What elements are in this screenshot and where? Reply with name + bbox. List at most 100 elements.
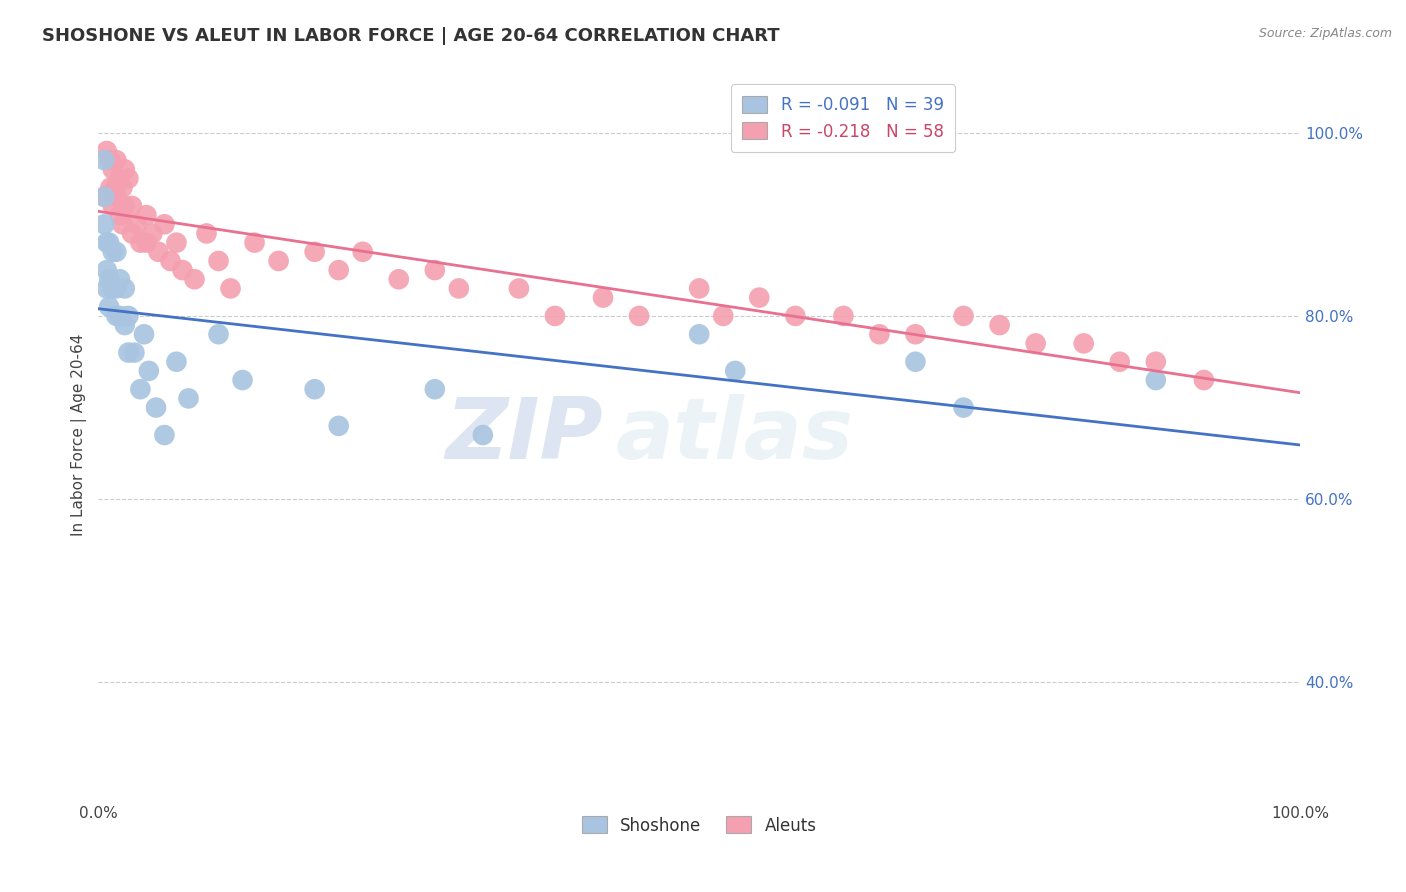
Point — [1025, 336, 1047, 351]
Point — [111, 180, 134, 194]
Point — [96, 235, 118, 250]
Point — [96, 263, 118, 277]
Point — [423, 263, 446, 277]
Text: SHOSHONE VS ALEUT IN LABOR FORCE | AGE 20-64 CORRELATION CHART: SHOSHONE VS ALEUT IN LABOR FORCE | AGE 2… — [42, 27, 780, 45]
Point — [93, 190, 115, 204]
Point — [748, 291, 770, 305]
Point — [153, 217, 176, 231]
Point — [117, 171, 139, 186]
Point — [832, 309, 855, 323]
Point — [688, 327, 710, 342]
Point — [628, 309, 651, 323]
Point — [952, 309, 974, 323]
Text: ZIP: ZIP — [446, 393, 603, 476]
Point — [232, 373, 254, 387]
Point — [195, 227, 218, 241]
Point — [304, 244, 326, 259]
Point — [114, 199, 136, 213]
Point — [868, 327, 890, 342]
Point — [1144, 355, 1167, 369]
Point — [904, 327, 927, 342]
Point — [172, 263, 194, 277]
Point — [207, 327, 229, 342]
Point — [129, 235, 152, 250]
Point — [121, 227, 143, 241]
Point — [93, 217, 115, 231]
Point — [93, 190, 115, 204]
Text: Source: ZipAtlas.com: Source: ZipAtlas.com — [1258, 27, 1392, 40]
Point — [388, 272, 411, 286]
Point — [98, 300, 121, 314]
Y-axis label: In Labor Force | Age 20-64: In Labor Force | Age 20-64 — [72, 334, 87, 536]
Point — [105, 309, 128, 323]
Point — [105, 153, 128, 168]
Point — [138, 364, 160, 378]
Point — [166, 355, 188, 369]
Point — [114, 318, 136, 332]
Point — [101, 162, 124, 177]
Point — [904, 355, 927, 369]
Point — [328, 263, 350, 277]
Point — [153, 428, 176, 442]
Point — [114, 162, 136, 177]
Point — [177, 392, 200, 406]
Point — [129, 382, 152, 396]
Point — [952, 401, 974, 415]
Point — [267, 254, 290, 268]
Text: atlas: atlas — [614, 393, 853, 476]
Point — [111, 217, 134, 231]
Point — [183, 272, 205, 286]
Point — [101, 199, 124, 213]
Point — [447, 281, 470, 295]
Point — [105, 244, 128, 259]
Point — [207, 254, 229, 268]
Legend: Shoshone, Aleuts: Shoshone, Aleuts — [572, 806, 827, 845]
Point — [785, 309, 807, 323]
Point — [352, 244, 374, 259]
Point — [98, 235, 121, 250]
Point — [125, 217, 148, 231]
Point — [304, 382, 326, 396]
Point — [688, 281, 710, 295]
Point — [108, 208, 131, 222]
Point — [724, 364, 747, 378]
Point — [98, 180, 121, 194]
Point — [592, 291, 614, 305]
Point — [243, 235, 266, 250]
Point — [471, 428, 494, 442]
Point — [98, 153, 121, 168]
Point — [219, 281, 242, 295]
Point — [108, 171, 131, 186]
Point — [105, 190, 128, 204]
Point — [98, 272, 121, 286]
Point — [988, 318, 1011, 332]
Point — [108, 272, 131, 286]
Point — [105, 281, 128, 295]
Point — [96, 144, 118, 158]
Point — [101, 281, 124, 295]
Point — [121, 199, 143, 213]
Point — [96, 281, 118, 295]
Point — [132, 327, 155, 342]
Point — [159, 254, 181, 268]
Point — [101, 244, 124, 259]
Point — [1108, 355, 1130, 369]
Point — [117, 309, 139, 323]
Point — [711, 309, 734, 323]
Point — [148, 244, 170, 259]
Point — [135, 235, 157, 250]
Point — [93, 153, 115, 168]
Point — [104, 180, 127, 194]
Point — [117, 345, 139, 359]
Point — [508, 281, 530, 295]
Point — [114, 281, 136, 295]
Point — [124, 345, 146, 359]
Point — [108, 309, 131, 323]
Point — [1144, 373, 1167, 387]
Point — [145, 401, 167, 415]
Point — [141, 227, 163, 241]
Point — [423, 382, 446, 396]
Point — [1192, 373, 1215, 387]
Point — [1073, 336, 1095, 351]
Point — [544, 309, 567, 323]
